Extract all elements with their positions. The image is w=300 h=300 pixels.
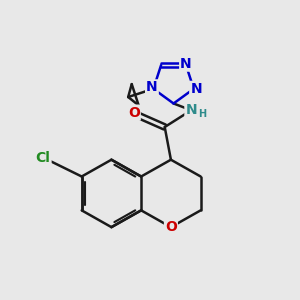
Text: O: O <box>128 106 140 120</box>
Text: H: H <box>198 109 206 119</box>
Text: N: N <box>146 80 158 94</box>
Text: N: N <box>180 57 192 71</box>
Text: N: N <box>185 103 197 117</box>
Text: Cl: Cl <box>36 151 51 165</box>
Text: O: O <box>165 220 177 234</box>
Text: N: N <box>190 82 202 96</box>
